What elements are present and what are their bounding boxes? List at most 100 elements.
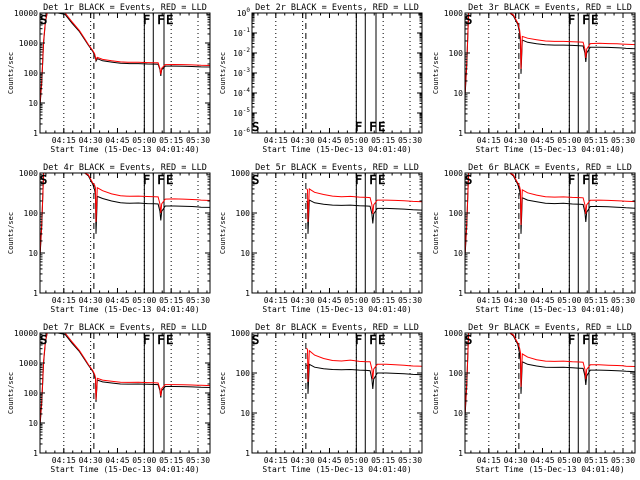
y-tick-label: 1 <box>458 289 463 298</box>
x-tick-label: 05:15 <box>584 456 608 465</box>
x-tick-label: 04:15 <box>52 456 76 465</box>
x-tick-label: 05:00 <box>132 456 156 465</box>
y-tick-label: 10-2 <box>233 47 250 58</box>
y-tick-label: 10-6 <box>233 127 250 138</box>
marker-label-f: F <box>157 173 164 187</box>
y-tick-label: 100 <box>449 209 464 218</box>
y-tick-label: 10 <box>453 89 463 98</box>
series-line-lld <box>465 173 635 255</box>
panel-title: Det 5r BLACK = Events, RED = LLD <box>255 163 419 173</box>
marker-label-f: F <box>582 13 589 27</box>
detector-panel-1: Det 1r BLACK = Events, RED = LLD 1 10 100 10… <box>7 3 211 154</box>
marker-label-f: F <box>369 333 376 347</box>
y-tick-label: 100 <box>24 389 39 398</box>
series-line-lld <box>40 333 210 425</box>
marker-label-f: F <box>369 173 376 187</box>
marker-label-f: F <box>355 120 362 134</box>
series-line-events <box>306 363 422 394</box>
y-tick-label: 10 <box>240 249 250 258</box>
x-tick-label: 04:30 <box>291 456 315 465</box>
y-tick-label: 1 <box>245 449 250 458</box>
y-tick-label: 1000 <box>231 329 250 338</box>
y-tick-label: 1 <box>245 289 250 298</box>
x-tick-label: 04:15 <box>264 136 288 145</box>
x-tick-label: 05:00 <box>132 296 156 305</box>
y-tick-label: 1000 <box>444 9 463 18</box>
x-tick-label: 05:15 <box>159 456 183 465</box>
y-tick-label: 10 <box>453 249 463 258</box>
x-tick-label: 04:30 <box>291 296 315 305</box>
x-axis-label: Start Time (15-Dec-13 04:01:40) <box>262 145 411 154</box>
panel-title: Det 4r BLACK = Events, RED = LLD <box>43 163 207 173</box>
plot-frame <box>464 12 636 134</box>
x-tick-label: 04:45 <box>105 296 129 305</box>
y-tick-label: 100 <box>236 209 251 218</box>
marker-label-f: F <box>355 333 362 347</box>
marker-label-s: S <box>40 333 47 347</box>
plot-frame <box>464 172 636 294</box>
x-axis-label: Start Time (15-Dec-13 04:01:40) <box>475 305 624 314</box>
series-line-events <box>40 173 210 257</box>
x-tick-label: 05:00 <box>557 136 581 145</box>
y-tick-label: 1 <box>33 289 38 298</box>
detector-panel-9: Det 9r BLACK = Events, RED = LLD 1 10 100 10… <box>432 323 636 474</box>
x-tick-label: 04:45 <box>530 296 554 305</box>
x-tick-label: 04:30 <box>79 456 103 465</box>
y-tick-label: 1000 <box>231 169 250 178</box>
y-axis-label: Counts/sec <box>219 212 227 254</box>
y-axis-label: Counts/sec <box>219 372 227 414</box>
x-tick-label: 05:00 <box>557 456 581 465</box>
x-tick-label: 05:30 <box>611 456 635 465</box>
x-tick-label: 05:15 <box>371 296 395 305</box>
plot-frame <box>39 172 211 294</box>
y-tick-label: 1000 <box>19 39 38 48</box>
marker-label-s: S <box>252 120 259 134</box>
marker-label-f: F <box>582 173 589 187</box>
x-tick-label: 04:30 <box>79 136 103 145</box>
x-axis-label: Start Time (15-Dec-13 04:01:40) <box>262 465 411 474</box>
marker-label-f: F <box>582 333 589 347</box>
plot-frame <box>251 172 423 294</box>
x-tick-label: 05:00 <box>344 456 368 465</box>
x-tick-label: 04:45 <box>317 136 341 145</box>
x-axis-label: Start Time (15-Dec-13 04:01:40) <box>475 465 624 474</box>
marker-label-s: S <box>40 13 47 27</box>
x-tick-label: 05:00 <box>344 296 368 305</box>
plot-frame <box>39 12 211 134</box>
marker-label-s: S <box>465 173 472 187</box>
y-tick-label: 10 <box>240 409 250 418</box>
y-tick-label: 1000 <box>444 169 463 178</box>
marker-label-f: F <box>568 173 575 187</box>
y-tick-label: 10 <box>453 409 463 418</box>
detector-panel-3: Det 3r BLACK = Events, RED = LLD 1 10 100 10… <box>432 3 636 154</box>
y-tick-label: 1 <box>33 449 38 458</box>
x-tick-label: 05:15 <box>584 296 608 305</box>
x-tick-label: 04:15 <box>477 136 501 145</box>
x-tick-label: 05:15 <box>371 136 395 145</box>
y-axis-label: Counts/sec <box>7 212 15 254</box>
detector-panel-5: Det 5r BLACK = Events, RED = LLD 1 10 100 10… <box>219 163 423 314</box>
y-tick-label: 100 <box>449 49 464 58</box>
series-line-events <box>465 173 635 257</box>
x-tick-label: 04:45 <box>105 136 129 145</box>
marker-label-s: S <box>252 173 259 187</box>
y-tick-label: 10-4 <box>233 87 250 98</box>
marker-label-e: E <box>378 333 385 347</box>
marker-label-f: F <box>355 173 362 187</box>
y-tick-label: 10-5 <box>233 107 250 118</box>
marker-label-f: F <box>157 333 164 347</box>
panel-title: Det 1r BLACK = Events, RED = LLD <box>43 3 207 13</box>
y-axis-label: Counts/sec <box>7 372 15 414</box>
y-axis-label: Counts/sec <box>432 212 440 254</box>
marker-label-e: E <box>166 333 173 347</box>
panel-title: Det 2r BLACK = Events, RED = LLD <box>255 3 419 13</box>
x-axis-label: Start Time (15-Dec-13 04:01:40) <box>262 305 411 314</box>
y-axis-label: Counts/sec <box>432 372 440 414</box>
x-tick-label: 04:15 <box>52 296 76 305</box>
plot-frame <box>251 12 423 134</box>
y-tick-label: 1000 <box>444 329 463 338</box>
marker-label-e: E <box>378 120 385 134</box>
series-line-events <box>40 333 210 426</box>
y-tick-label: 10000 <box>14 329 38 338</box>
